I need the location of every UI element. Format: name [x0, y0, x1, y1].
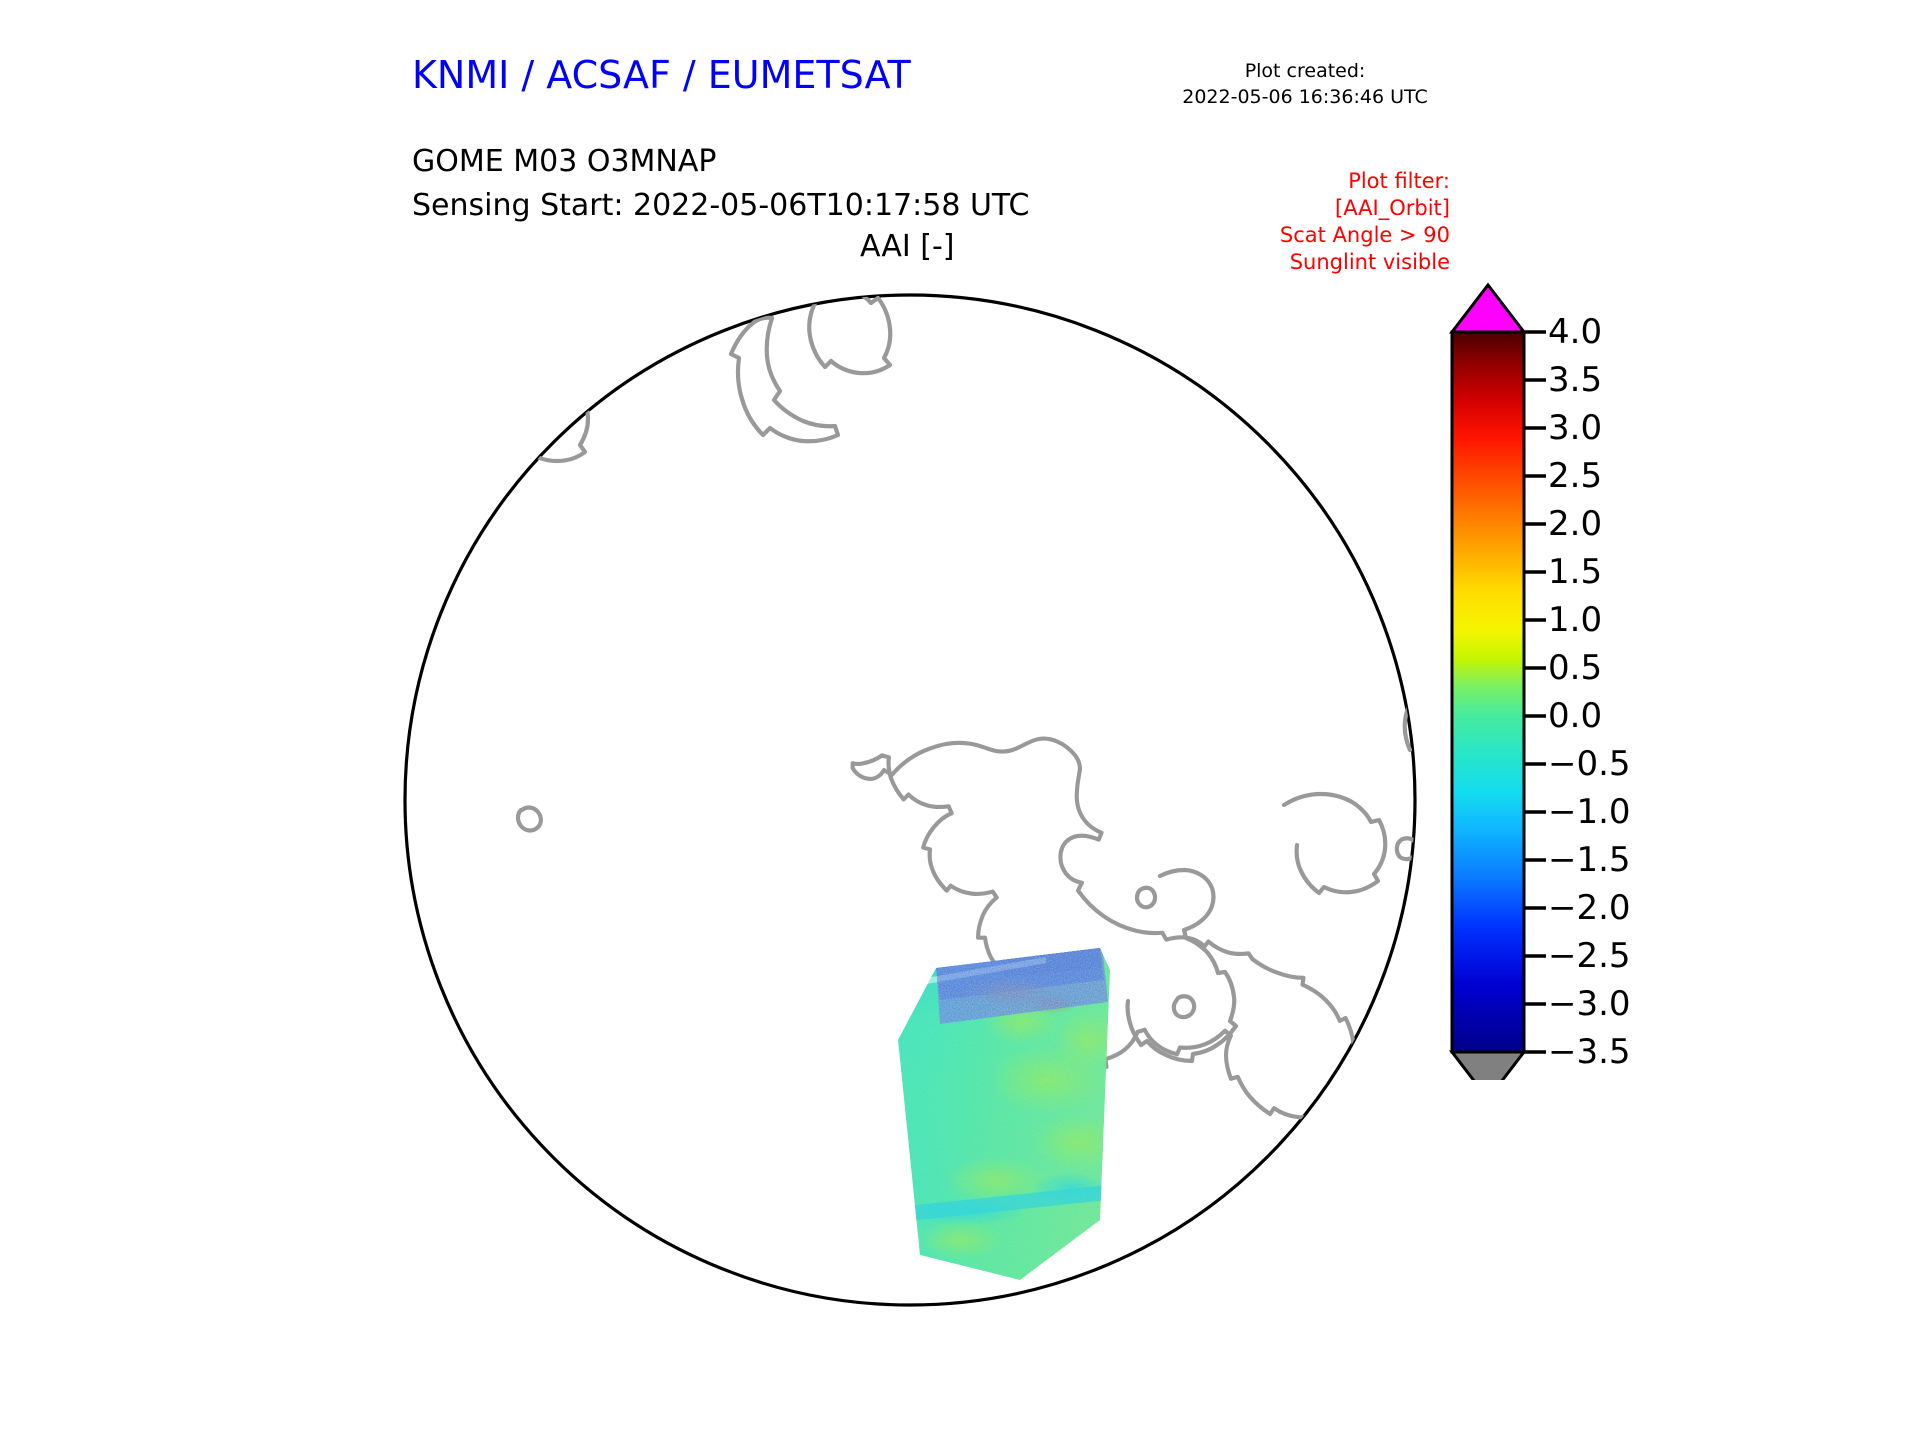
- island-weddell-b: [1171, 994, 1197, 1020]
- swath-noise: [898, 948, 1110, 1280]
- island-lower-left: [515, 805, 543, 833]
- cb-tick-neg1.0: −1.0: [1548, 792, 1631, 832]
- filter-name: [AAI_Orbit]: [1335, 196, 1450, 220]
- product-title: GOME M03 O3MNAP: [412, 144, 717, 179]
- swath-noise-top: [936, 948, 1108, 1024]
- quantity-title: AAI [-]: [860, 229, 955, 264]
- cb-tick-neg2.0: −2.0: [1548, 888, 1631, 928]
- cb-tick-neg0.5: −0.5: [1548, 744, 1631, 784]
- cb-tick-3.0: 3.0: [1548, 408, 1603, 448]
- new-zealand-south: [728, 315, 841, 444]
- sensing-start: Sensing Start: 2022-05-06T10:17:58 UTC: [412, 188, 1030, 223]
- plot-title-block: GOME M03 O3MNAP Sensing Start: 2022-05-0…: [412, 140, 1029, 228]
- cb-tick-neg3.5: −3.5: [1548, 1032, 1631, 1072]
- cb-tick-0.0: 0.0: [1548, 696, 1603, 736]
- colorbar-over-arrow: [1448, 282, 1528, 334]
- south-georgia-islands: [1281, 791, 1388, 896]
- plot-filter-block: Plot filter: [AAI_Orbit] Scat Angle > 90…: [1160, 168, 1450, 276]
- brand-header: KNMI / ACSAF / EUMETSAT: [412, 53, 911, 97]
- aai-swath: [898, 948, 1110, 1280]
- colorbar-gradient: [1450, 330, 1526, 1054]
- colorbar-under-arrow: [1448, 1050, 1528, 1102]
- cb-tick-neg1.5: −1.5: [1548, 840, 1631, 880]
- antarctic-peninsula: [1125, 867, 1239, 1064]
- cb-tick-4.0: 4.0: [1548, 312, 1603, 352]
- cb-tick-1.5: 1.5: [1548, 552, 1603, 592]
- filter-sunglint: Sunglint visible: [1289, 250, 1450, 274]
- colorbar-ticks: [1524, 330, 1546, 1054]
- antarctica-mainland: [850, 736, 1360, 1120]
- cb-tick-neg3.0: −3.0: [1548, 984, 1631, 1024]
- plot-created-timestamp: 2022-05-06 16:36:46 UTC: [1182, 86, 1428, 108]
- cb-tick-3.5: 3.5: [1548, 360, 1603, 400]
- island-weddell-a: [1134, 885, 1158, 910]
- cb-tick-2.0: 2.0: [1548, 504, 1603, 544]
- new-zealand-north: [807, 295, 893, 376]
- plot-created-label: Plot created:: [1244, 60, 1366, 82]
- cb-tick-neg2.5: −2.5: [1548, 936, 1631, 976]
- polar-map: [400, 280, 1420, 1310]
- colorbar: 4.0 3.5 3.0 2.5 2.0 1.5 1.0 0.5 0.0 −0.5…: [1440, 280, 1680, 1102]
- filter-label: Plot filter:: [1348, 169, 1450, 193]
- cb-tick-0.5: 0.5: [1548, 648, 1603, 688]
- cb-tick-1.0: 1.0: [1548, 600, 1603, 640]
- cb-tick-2.5: 2.5: [1548, 456, 1603, 496]
- plot-created-block: Plot created: 2022-05-06 16:36:46 UTC: [1160, 58, 1450, 110]
- south-america-tip: [1402, 669, 1415, 753]
- filter-scat-angle: Scat Angle > 90: [1279, 223, 1450, 247]
